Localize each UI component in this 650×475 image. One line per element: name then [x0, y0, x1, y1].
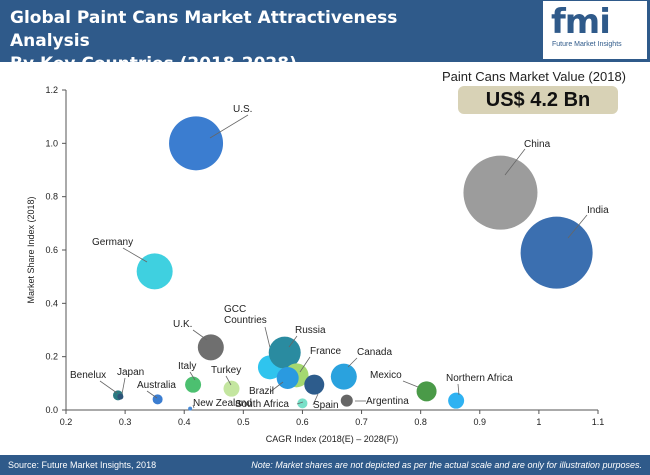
bubble-germany — [136, 253, 173, 290]
x-tick-label: 0.5 — [237, 417, 250, 427]
label-china: China — [524, 139, 551, 150]
label-turkey: Turkey — [211, 365, 241, 376]
bubble-mexico — [416, 381, 437, 402]
label-gcc-countries: Countries — [224, 315, 267, 326]
fmi-logo: fmi Future Market Insights — [543, 1, 647, 59]
label-france: France — [310, 346, 342, 357]
x-tick-label: 0.2 — [60, 417, 73, 427]
label-italy: Italy — [178, 361, 196, 372]
leader-new-zealand — [192, 404, 195, 409]
leader-india — [567, 214, 588, 239]
leader-canada — [347, 357, 358, 368]
bubble-u-s — [169, 116, 224, 171]
bubble-spain — [304, 374, 325, 395]
bubble-argentina — [340, 394, 353, 407]
bubble-china — [463, 155, 538, 230]
leader-northern-africa — [457, 383, 460, 396]
label-argentina: Argentina — [366, 396, 409, 407]
bubble-northern-africa — [448, 392, 465, 409]
title-line-2: By Key Countries (2018-2028) — [10, 54, 297, 74]
label-japan: Japan — [117, 367, 144, 378]
label-spain: Spain — [313, 400, 339, 411]
market-value-label: Paint Cans Market Value (2018) — [441, 69, 627, 84]
x-tick-label: 0.3 — [119, 417, 132, 427]
bubble-new-zealand — [188, 406, 193, 411]
y-tick-label: 1.0 — [45, 138, 58, 148]
x-axis-title: CAGR Index (2018(E) – 2028(F)) — [266, 434, 399, 444]
x-tick-label: 0.6 — [296, 417, 309, 427]
label-mexico: Mexico — [370, 370, 402, 381]
leader-japan — [121, 377, 126, 395]
leader-spain — [312, 393, 319, 406]
x-tick-label: 0.4 — [178, 417, 191, 427]
label-germany: Germany — [92, 237, 133, 248]
x-tick-label: 1 — [536, 417, 541, 427]
leader-france — [299, 356, 311, 373]
bubble-south-africa — [297, 398, 308, 409]
leader-germany — [122, 247, 148, 263]
leader-u-k — [192, 329, 208, 341]
label-northern-africa: Northern Africa — [446, 373, 513, 384]
leader-south-africa — [296, 401, 304, 405]
logo-text: fmi — [551, 2, 611, 42]
logo-mark: fmi — [551, 1, 611, 43]
leader-italy — [189, 371, 196, 381]
source-text: Source: Future Market Insights, 2018 — [8, 460, 157, 470]
bubble-turkey — [223, 380, 240, 397]
x-tick-label: 0.8 — [414, 417, 427, 427]
label-australia: Australia — [137, 380, 176, 391]
y-tick-label: 0.4 — [45, 298, 58, 308]
leader-brazil — [269, 381, 284, 393]
label-u-k: U.K. — [173, 319, 192, 330]
header-bar: Global Paint Cans Market Attractiveness … — [0, 0, 650, 74]
y-tick-label: 0.8 — [45, 192, 58, 202]
label-gcc-countries: GCC — [224, 304, 246, 315]
market-value-badge: US$ 4.2 Bn — [458, 86, 618, 114]
note-text: Note: Market shares are not depicted as … — [251, 460, 642, 470]
chart-title: Global Paint Cans Market Attractiveness … — [10, 7, 450, 76]
title-line-1: Global Paint Cans Market Attractiveness … — [10, 8, 398, 51]
leader-china — [504, 148, 526, 176]
label-russia: Russia — [295, 325, 326, 336]
y-tick-label: 0.6 — [45, 245, 58, 255]
leader-australia — [146, 390, 158, 399]
label-benelux: Benelux — [70, 370, 106, 381]
logo-tagline: Future Market Insights — [552, 41, 622, 48]
label-new-zealand: New Zealand — [193, 398, 252, 409]
bubble-u-k — [197, 334, 224, 361]
x-tick-label: 0.9 — [474, 417, 487, 427]
bubble-italy — [185, 376, 202, 393]
bubble-canada — [330, 363, 357, 390]
x-tick-label: 1.1 — [592, 417, 605, 427]
label-south-africa: South Africa — [235, 399, 289, 410]
leader-benelux — [99, 380, 118, 394]
label-canada: Canada — [357, 347, 392, 358]
y-tick-label: 1.2 — [45, 85, 58, 95]
y-tick-label: 0.0 — [45, 405, 58, 415]
y-tick-label: 0.2 — [45, 352, 58, 362]
label-u-s: U.S. — [233, 104, 252, 115]
bubble-india — [520, 216, 593, 289]
label-india: India — [587, 205, 609, 216]
bubble-russia — [268, 336, 301, 369]
leader-russia — [288, 335, 298, 348]
bubble-brazil — [276, 367, 299, 389]
leader-mexico — [402, 380, 419, 388]
leader-u-s — [209, 114, 249, 139]
y-axis-title: Market Share Index (2018) — [26, 196, 36, 303]
leader-turkey — [225, 375, 232, 386]
footer-bar: Source: Future Market Insights, 2018 Not… — [0, 455, 650, 475]
x-tick-label: 0.7 — [355, 417, 368, 427]
label-brazil: Brazil — [249, 386, 274, 397]
bubble-japan — [117, 393, 124, 400]
